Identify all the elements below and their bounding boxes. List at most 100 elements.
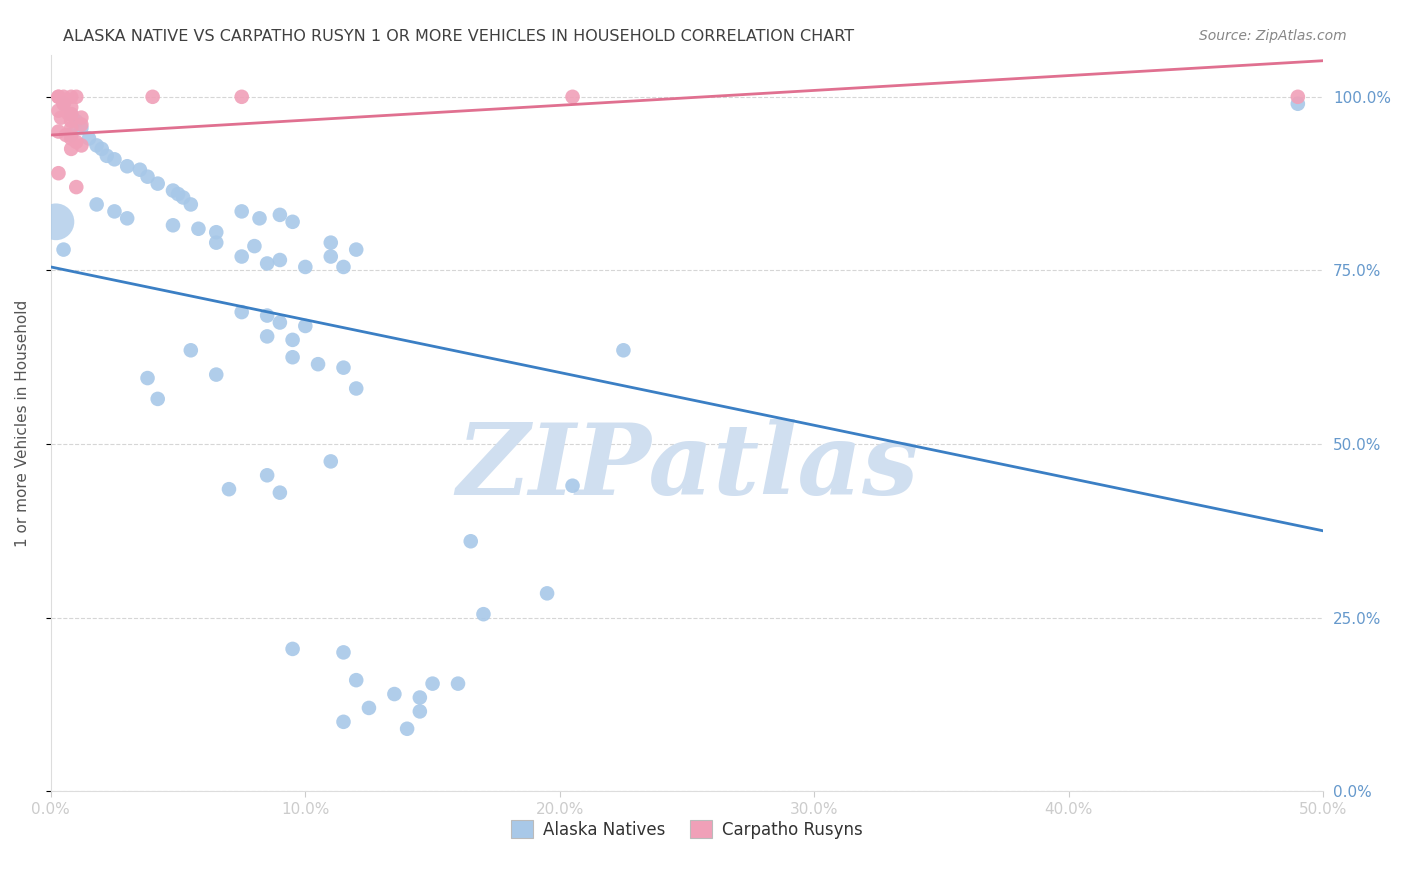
Point [1286, 90, 1309, 104]
Point [447, 676, 470, 690]
Point [70, 111, 93, 125]
Legend: Alaska Natives, Carpatho Rusyns: Alaska Natives, Carpatho Rusyns [505, 814, 869, 846]
Point [396, 722, 419, 736]
Point [60, 142, 83, 156]
Point [60, 90, 83, 104]
Point [180, 343, 202, 358]
Point [536, 586, 558, 600]
Y-axis label: 1 or more Vehicles in Household: 1 or more Vehicles in Household [15, 300, 30, 547]
Point [231, 90, 253, 104]
Point [55, 128, 77, 142]
Point [52, 96, 75, 111]
Point [344, 382, 367, 396]
Point [60, 128, 83, 142]
Point [281, 333, 304, 347]
Point [136, 371, 159, 385]
Point [103, 153, 125, 167]
Point [96, 149, 118, 163]
Point [65, 114, 87, 128]
Point [60, 107, 83, 121]
Point [205, 368, 228, 382]
Point [52, 96, 75, 111]
Point [218, 482, 240, 496]
Point [167, 187, 190, 202]
Point [344, 673, 367, 688]
Point [172, 190, 194, 204]
Point [162, 184, 184, 198]
Point [48, 90, 70, 104]
Point [269, 316, 291, 330]
Point [115, 159, 138, 173]
Point [357, 701, 380, 715]
Point [256, 468, 278, 483]
Point [231, 204, 253, 219]
Point [70, 121, 93, 136]
Point [103, 204, 125, 219]
Point [115, 211, 138, 226]
Point [409, 705, 432, 719]
Point [60, 100, 83, 114]
Point [146, 392, 169, 406]
Point [205, 225, 228, 239]
Point [344, 243, 367, 257]
Point [332, 714, 354, 729]
Point [60, 107, 83, 121]
Point [384, 687, 406, 701]
Point [460, 534, 482, 549]
Point [90, 142, 112, 156]
Point [249, 211, 271, 226]
Point [60, 131, 83, 145]
Point [231, 305, 253, 319]
Point [142, 90, 165, 104]
Point [45, 215, 67, 229]
Point [48, 124, 70, 138]
Point [48, 103, 70, 118]
Point [129, 162, 152, 177]
Text: ALASKA NATIVE VS CARPATHO RUSYN 1 OR MORE VEHICLES IN HOUSEHOLD CORRELATION CHAR: ALASKA NATIVE VS CARPATHO RUSYN 1 OR MOR… [63, 29, 855, 44]
Point [561, 479, 583, 493]
Point [332, 260, 354, 274]
Point [205, 235, 228, 250]
Point [48, 90, 70, 104]
Point [49, 111, 72, 125]
Text: ZIPatlas: ZIPatlas [456, 419, 918, 516]
Point [332, 645, 354, 659]
Point [269, 208, 291, 222]
Point [256, 329, 278, 343]
Point [146, 177, 169, 191]
Point [256, 256, 278, 270]
Point [86, 197, 108, 211]
Point [65, 135, 87, 149]
Point [136, 169, 159, 184]
Point [65, 90, 87, 104]
Point [561, 90, 583, 104]
Point [319, 454, 342, 468]
Point [60, 114, 83, 128]
Point [60, 121, 83, 136]
Point [294, 318, 316, 333]
Point [48, 166, 70, 180]
Point [269, 252, 291, 267]
Point [52, 90, 75, 104]
Point [52, 243, 75, 257]
Point [256, 309, 278, 323]
Point [307, 357, 329, 371]
Point [187, 221, 209, 235]
Point [319, 235, 342, 250]
Point [1286, 96, 1309, 111]
Point [231, 250, 253, 264]
Point [409, 690, 432, 705]
Point [58, 107, 80, 121]
Point [281, 641, 304, 656]
Point [472, 607, 495, 622]
Point [612, 343, 634, 358]
Point [77, 131, 100, 145]
Point [243, 239, 266, 253]
Text: Source: ZipAtlas.com: Source: ZipAtlas.com [1199, 29, 1347, 43]
Point [70, 138, 93, 153]
Point [52, 93, 75, 107]
Point [65, 180, 87, 194]
Point [180, 197, 202, 211]
Point [281, 350, 304, 364]
Point [319, 250, 342, 264]
